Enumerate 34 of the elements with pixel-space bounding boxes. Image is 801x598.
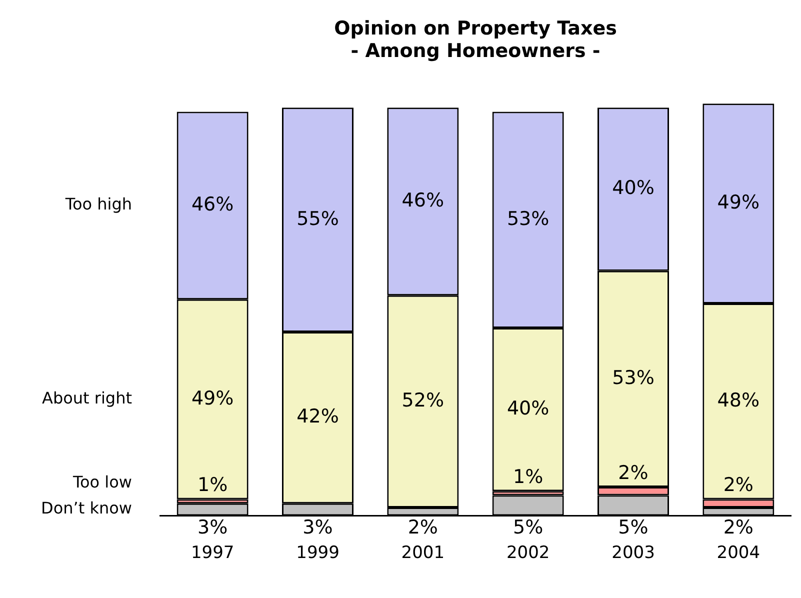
data-label: 49% <box>717 191 760 214</box>
x-tick-label: 2002 <box>506 543 550 564</box>
data-label: 2% <box>408 516 438 539</box>
x-tick-label: 2004 <box>716 543 760 564</box>
data-label: 48% <box>717 389 760 412</box>
data-label: 49% <box>191 387 234 410</box>
x-tick-label: 2001 <box>401 543 445 564</box>
x-tick-label: 1997 <box>190 543 234 564</box>
data-label: 40% <box>506 397 550 420</box>
data-label: 46% <box>402 189 444 212</box>
data-label: 42% <box>296 406 339 428</box>
data-label: 46% <box>191 194 234 216</box>
data-label: 2% <box>723 516 754 539</box>
data-label: 55% <box>296 208 339 230</box>
chart-title: Opinion on Property Taxes <box>334 17 617 40</box>
data-label: 5% <box>618 516 648 539</box>
data-label: 40% <box>612 177 654 200</box>
data-label: 1% <box>513 466 544 488</box>
x-tick-label: 2003 <box>612 543 655 564</box>
data-label: 53% <box>506 208 550 230</box>
x-tick-label: 1999 <box>296 543 340 564</box>
text: About right <box>42 388 132 408</box>
data-label: 5% <box>513 516 544 539</box>
data-label: 3% <box>198 516 228 539</box>
data-label: 2% <box>618 462 648 484</box>
text: Too high <box>64 194 132 214</box>
data-label: 3% <box>302 516 333 539</box>
data-label: 52% <box>402 389 444 412</box>
data-label: 53% <box>612 366 654 389</box>
data-label: 1% <box>198 474 228 496</box>
data-label: 2% <box>723 474 754 496</box>
chart-subtitle: - Among Homeowners - <box>350 40 600 62</box>
text: Too low <box>72 472 132 492</box>
text: Don’t know <box>41 498 132 518</box>
